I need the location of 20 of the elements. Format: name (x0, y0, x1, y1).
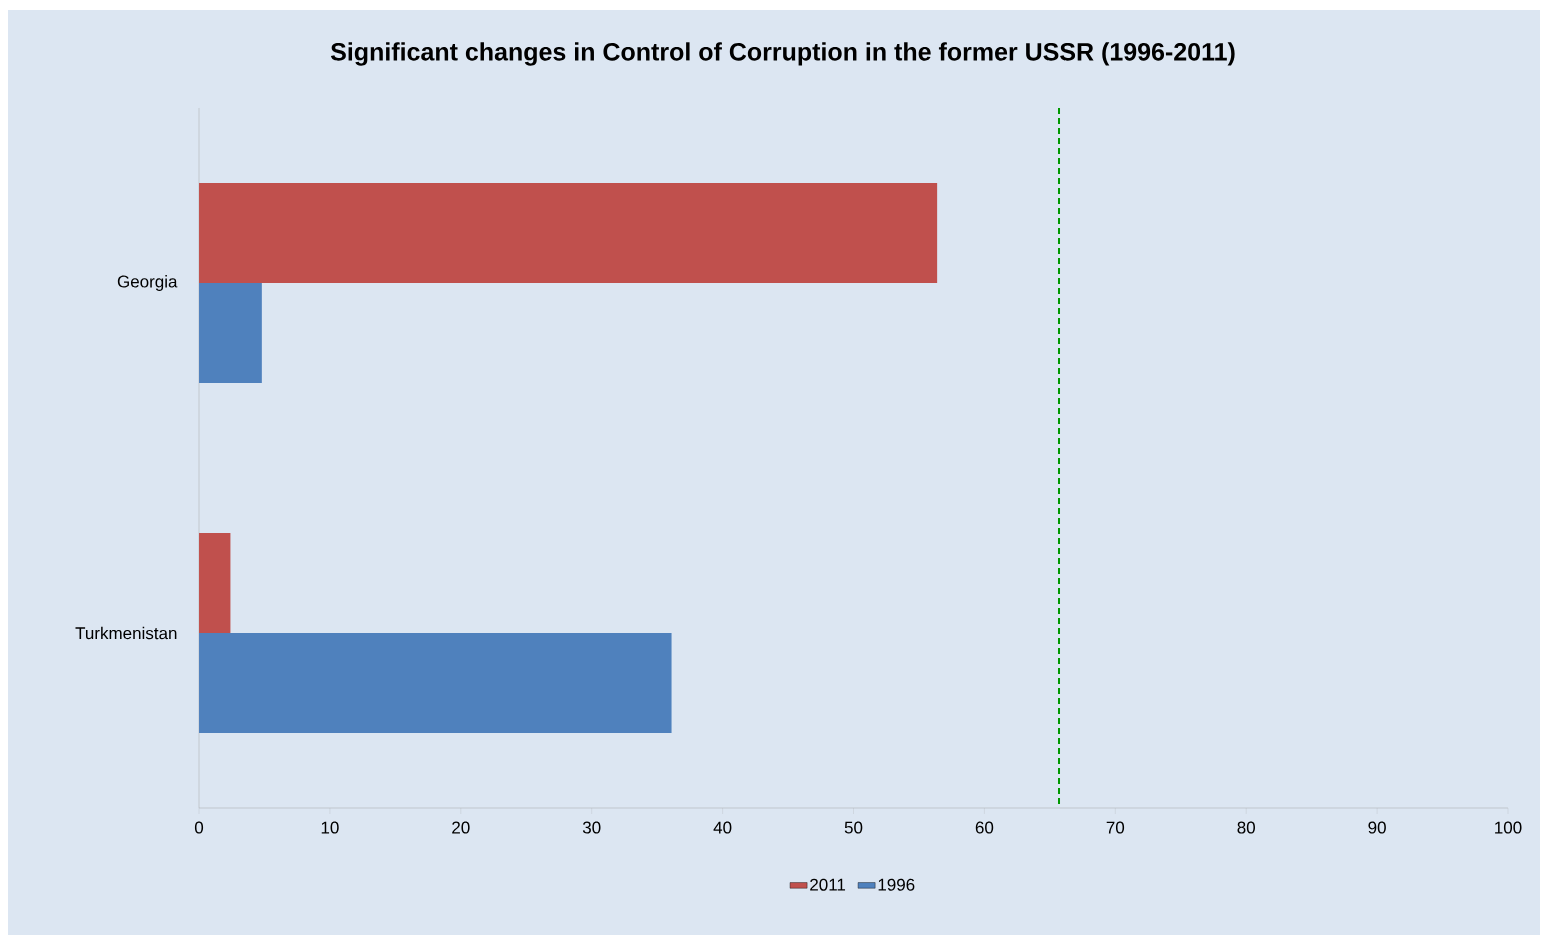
x-tick-label: 50 (844, 821, 863, 834)
x-tick-label: 30 (582, 821, 601, 834)
x-tick-label: 60 (975, 821, 994, 834)
x-tick-label: 0 (194, 821, 204, 834)
bar (199, 183, 938, 283)
chart-title: Significant changes in Control of Corruption in the former USSR (1996-2011) (330, 42, 1235, 66)
x-tick-label: 70 (1106, 821, 1125, 834)
x-tick-label: 100 (1495, 821, 1522, 834)
legend-label: 1996 (878, 878, 915, 891)
x-tick-label: 80 (1237, 821, 1255, 834)
y-tick-label: Turkmenistan (75, 626, 177, 640)
y-tick-label: Georgia (117, 275, 178, 291)
bar (199, 282, 262, 383)
bar (199, 533, 231, 633)
x-tick-label: 40 (713, 821, 732, 834)
x-tick-label: 90 (1368, 821, 1386, 834)
x-tick-label: 10 (321, 821, 339, 834)
x-tick-label: 20 (452, 821, 470, 834)
legend-label: 2011 (810, 878, 846, 891)
bar (199, 632, 672, 733)
